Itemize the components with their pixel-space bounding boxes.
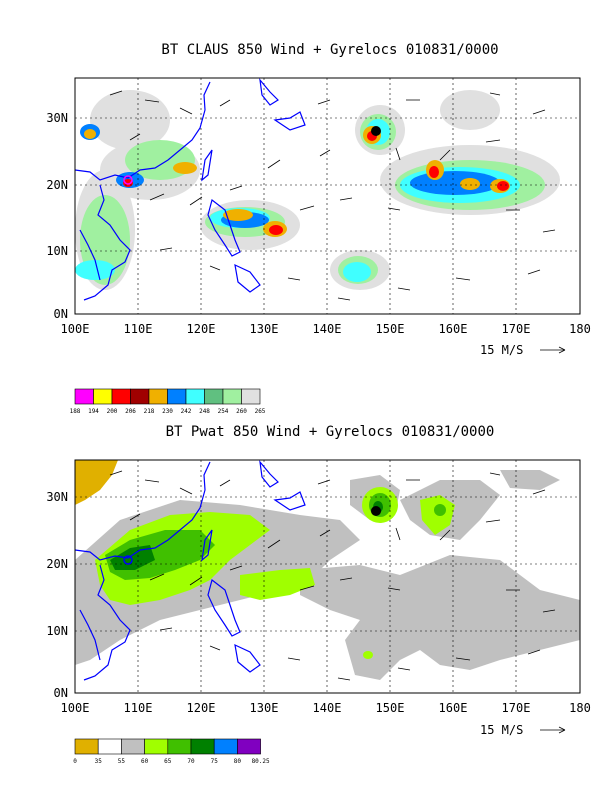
- x-tick-label: 140E: [313, 322, 342, 336]
- colorbar-swatch: [74, 738, 99, 755]
- map-frame: [74, 459, 581, 694]
- colorbar-swatch: [74, 388, 94, 405]
- x-tick-label: 120E: [187, 322, 216, 336]
- gyre-marker: [371, 506, 381, 516]
- colorbar-swatch: [185, 388, 205, 405]
- y-tick-label: 10N: [46, 624, 68, 638]
- colorbar-label: 80.25: [252, 758, 270, 765]
- colorbar-swatch: [93, 388, 113, 405]
- colorbar-label: 194: [88, 408, 99, 415]
- vector-reference-label: 15 M/S: [480, 723, 523, 737]
- colorbar-swatch: [97, 738, 122, 755]
- colorbar: 0 35 55 60 65 70 75 80 80.25: [73, 738, 270, 765]
- x-tick-label: 150E: [376, 701, 405, 715]
- x-tick-label: 130E: [250, 322, 279, 336]
- colorbar-label: 188: [70, 408, 81, 415]
- x-tick-label: 180: [569, 701, 591, 715]
- colorbar-label: 254: [218, 408, 229, 415]
- y-tick-label: 0N: [54, 307, 68, 321]
- x-tick-label: 150E: [376, 322, 405, 336]
- wind-vectors: [109, 90, 556, 301]
- y-tick-label: 20N: [46, 557, 68, 571]
- x-tick-label: 170E: [502, 701, 531, 715]
- y-tick-label: 30N: [46, 490, 68, 504]
- colorbar-swatch: [121, 738, 145, 755]
- colorbar-label: 206: [125, 408, 136, 415]
- colorbar-label: 70: [187, 758, 195, 765]
- gyre-marker: [371, 126, 381, 136]
- x-tick-label: 140E: [313, 701, 342, 715]
- x-tick-label: 110E: [124, 322, 153, 336]
- colorbar-swatch: [130, 388, 150, 405]
- x-axis-labels: 100E 110E 120E 130E 140E 150E 160E 170E …: [61, 322, 591, 336]
- x-tick-label: 120E: [187, 701, 216, 715]
- x-tick-label: 100E: [61, 701, 90, 715]
- colorbar-swatch: [222, 388, 242, 405]
- x-tick-label: 160E: [439, 322, 468, 336]
- y-tick-label: 30N: [46, 111, 68, 125]
- vector-reference-arrow: [540, 346, 566, 354]
- colorbar-label: 0: [73, 758, 77, 765]
- colorbar-label: 35: [95, 758, 103, 765]
- graticule: [75, 78, 580, 314]
- gyre-marker-2: [123, 175, 133, 185]
- x-tick-label: 110E: [124, 701, 153, 715]
- colorbar-label: 60: [141, 758, 149, 765]
- graticule: [75, 460, 580, 693]
- y-tick-label: 20N: [46, 178, 68, 192]
- colorbar-swatch: [204, 388, 224, 405]
- colorbar-label: 242: [181, 408, 192, 415]
- x-tick-label: 180: [569, 322, 591, 336]
- colorbar-swatch: [190, 738, 215, 755]
- pwat-shading: [75, 460, 580, 680]
- panel-pwat: BT Pwat 850 Wind + Gyrelocs 010831/0000: [46, 424, 591, 765]
- colorbar: 188 194 200 206 218 230 242 248 254 260 265: [70, 388, 266, 415]
- colorbar-label: 80: [234, 758, 242, 765]
- panel-claus: BT CLAUS 850 Wind + Gyrelocs 010831/0000: [46, 42, 591, 415]
- coastlines: [74, 460, 306, 681]
- colorbar-swatch: [167, 738, 192, 755]
- x-tick-label: 160E: [439, 701, 468, 715]
- y-tick-label: 0N: [54, 686, 68, 700]
- x-tick-label: 100E: [61, 322, 90, 336]
- vector-reference-arrow: [540, 726, 566, 734]
- colorbar-swatch: [213, 738, 238, 755]
- x-axis-labels: 100E 110E 120E 130E 140E 150E 160E 170E …: [61, 701, 591, 715]
- colorbar-swatch: [148, 388, 168, 405]
- colorbar-label: 260: [236, 408, 247, 415]
- x-tick-label: 170E: [502, 322, 531, 336]
- colorbar-label: 218: [144, 408, 155, 415]
- panel-title: BT Pwat 850 Wind + Gyrelocs 010831/0000: [166, 424, 495, 440]
- colorbar-swatch: [241, 388, 261, 405]
- colorbar-label: 55: [118, 758, 126, 765]
- wind-vectors: [109, 470, 556, 681]
- x-tick-label: 130E: [250, 701, 279, 715]
- colorbar-label: 248: [199, 408, 210, 415]
- colorbar-label: 75: [211, 758, 219, 765]
- cloud-shading: [75, 90, 560, 290]
- colorbar-swatch: [111, 388, 131, 405]
- colorbar-swatch: [167, 388, 187, 405]
- vector-reference-label: 15 M/S: [480, 343, 523, 357]
- colorbar-swatch: [237, 738, 261, 755]
- colorbar-swatch: [144, 738, 169, 755]
- y-axis-labels: 30N 20N 10N 0N: [46, 490, 68, 700]
- panel-title: BT CLAUS 850 Wind + Gyrelocs 010831/0000: [161, 42, 498, 58]
- colorbar-label: 230: [162, 408, 173, 415]
- colorbar-label: 65: [164, 758, 172, 765]
- y-tick-label: 10N: [46, 244, 68, 258]
- y-axis-labels: 30N 20N 10N 0N: [46, 111, 68, 321]
- colorbar-label: 200: [107, 408, 118, 415]
- gyre-marker-2: [123, 555, 133, 565]
- colorbar-label: 265: [255, 408, 266, 415]
- map-frame: [74, 77, 581, 315]
- coastlines: [74, 78, 306, 301]
